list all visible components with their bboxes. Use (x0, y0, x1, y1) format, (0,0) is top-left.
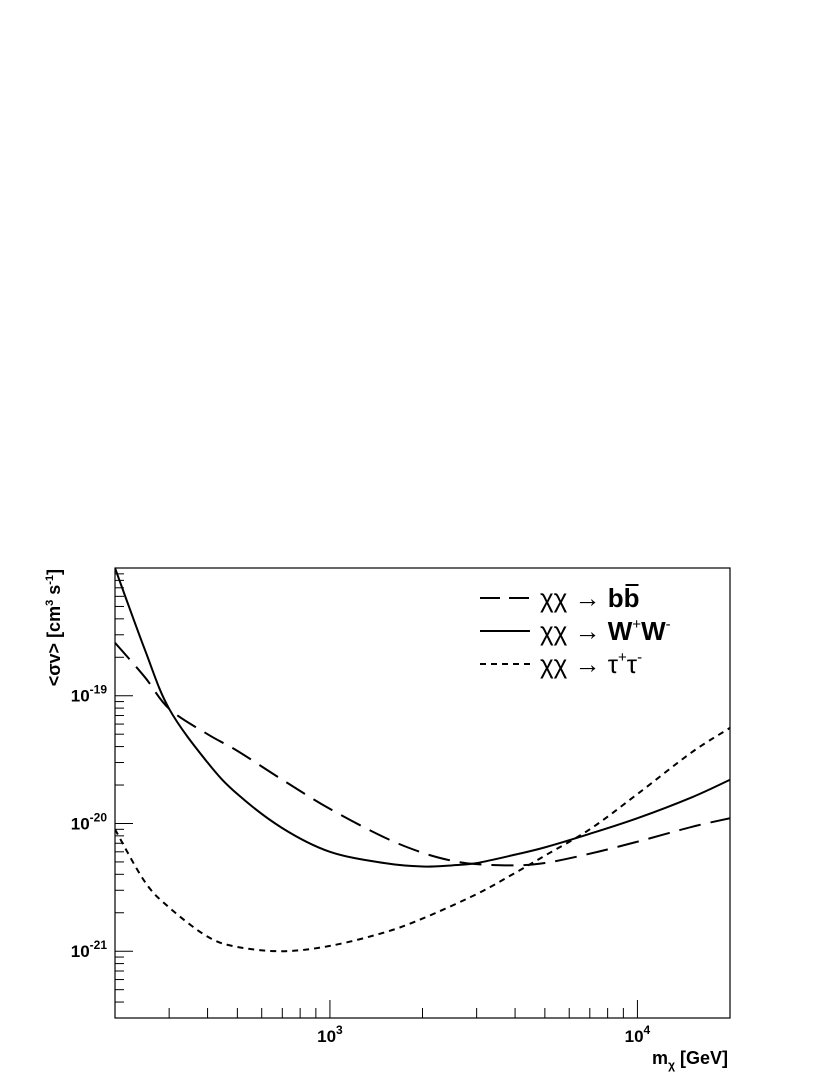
axes-layer: 103 104 10-19 10-20 10-21 (71, 567, 731, 1046)
x-tick-label: 104 (625, 1023, 651, 1046)
series-line-3 (115, 727, 730, 953)
series-line-1 (115, 642, 730, 867)
x-axis-title: mχ [GeV] (652, 1048, 728, 1072)
legend-label: χχ → τ+τ- (540, 649, 642, 679)
x-tick-label: 103 (317, 1023, 343, 1046)
y-tick-label: 10-19 (71, 683, 108, 706)
series-line-2 (115, 568, 730, 868)
plot-frame (114, 567, 731, 1019)
legend-label: χχ → W+W- (540, 616, 671, 646)
y-axis-title: <σv> [cm3 s-1] (44, 569, 64, 686)
curves-layer (115, 568, 730, 953)
y-tick-label: 10-21 (71, 938, 108, 961)
y-tick-label: 10-20 (71, 810, 108, 833)
legend-label: χχ → bb (540, 583, 640, 613)
